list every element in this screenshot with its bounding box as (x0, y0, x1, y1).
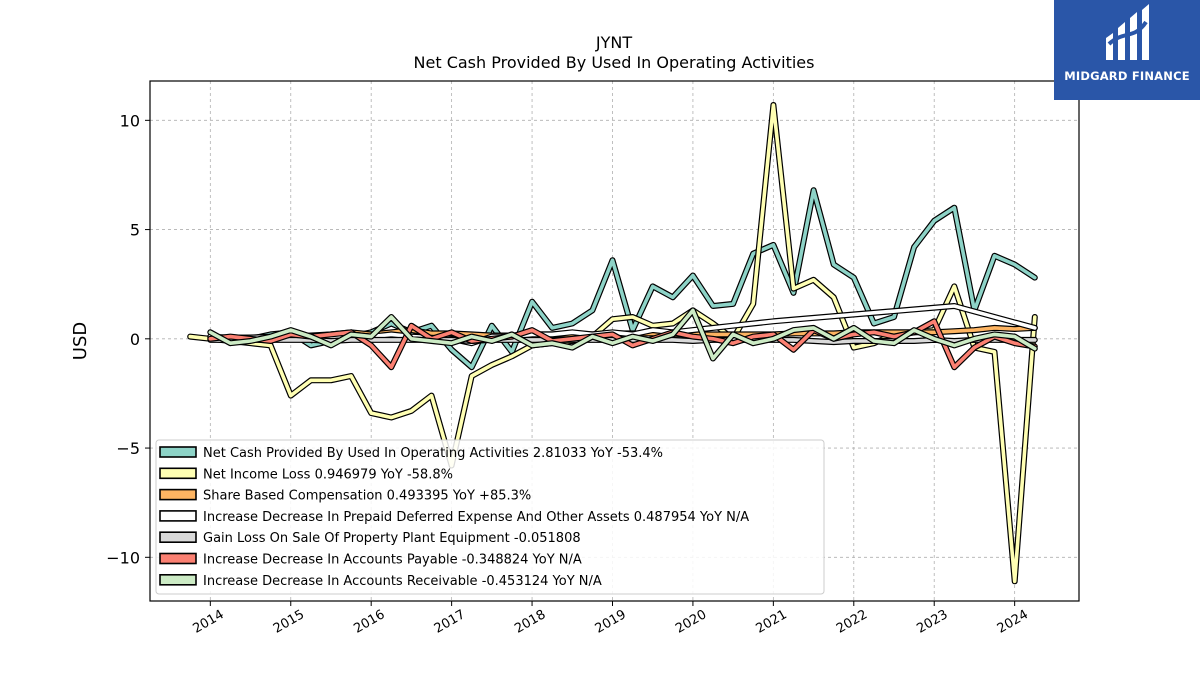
plot-frame (149, 80, 1080, 602)
y-tick-label: 10 (120, 111, 140, 130)
legend-swatch (159, 488, 197, 501)
legend-label: Increase Decrease In Accounts Receivable… (203, 574, 602, 589)
chart-title: JYNT (595, 33, 632, 52)
series-line-increase-decrease-in-accounts-receivable (208, 308, 1037, 361)
x-tick-label: 2018 (512, 607, 548, 637)
x-tick-label: 2019 (593, 607, 629, 637)
legend-label: Gain Loss On Sale Of Property Plant Equi… (203, 531, 581, 546)
legend-swatch (159, 552, 197, 565)
brand-mark-icon (1106, 4, 1149, 60)
x-tick-label: 2024 (995, 607, 1031, 637)
x-tick-label: 2023 (914, 607, 950, 637)
legend-swatch (159, 510, 197, 522)
x-tick-label: 2020 (673, 607, 709, 637)
x-tick-label: 2016 (351, 607, 387, 637)
legend-box (155, 439, 825, 595)
brand-logo: MIDGARD FINANCE (1054, 0, 1200, 100)
series-lines (187, 102, 1038, 585)
legend-swatch (159, 573, 197, 586)
x-tick-label: 2021 (754, 607, 790, 637)
legend-swatch (159, 531, 197, 544)
brand-name: MIDGARD FINANCE (1064, 69, 1190, 83)
chart-subtitle: Net Cash Provided By Used In Operating A… (414, 53, 815, 72)
legend-swatch (159, 446, 197, 458)
y-tick-label: 0 (130, 330, 140, 349)
legend-label: Net Cash Provided By Used In Operating A… (203, 446, 663, 461)
x-tick-label: 2014 (190, 607, 226, 637)
legend-label: Share Based Compensation 0.493395 YoY +8… (203, 489, 531, 504)
legend-label: Increase Decrease In Prepaid Deferred Ex… (203, 510, 749, 525)
legend-label: Net Income Loss 0.946979 YoY -58.8% (203, 467, 453, 482)
x-tick-label: 2015 (271, 607, 307, 637)
y-tick-label: −10 (106, 548, 140, 567)
x-tick-label: 2022 (834, 607, 870, 637)
legend: Net Cash Provided By Used In Operating A… (155, 439, 825, 595)
y-tick-label: 5 (130, 221, 140, 240)
y-tick-label: −5 (116, 439, 140, 458)
y-axis-label: USD (70, 322, 91, 360)
legend-swatch (159, 467, 197, 480)
x-tick-label: 2017 (432, 607, 468, 637)
legend-label: Increase Decrease In Accounts Payable -0… (203, 553, 582, 568)
